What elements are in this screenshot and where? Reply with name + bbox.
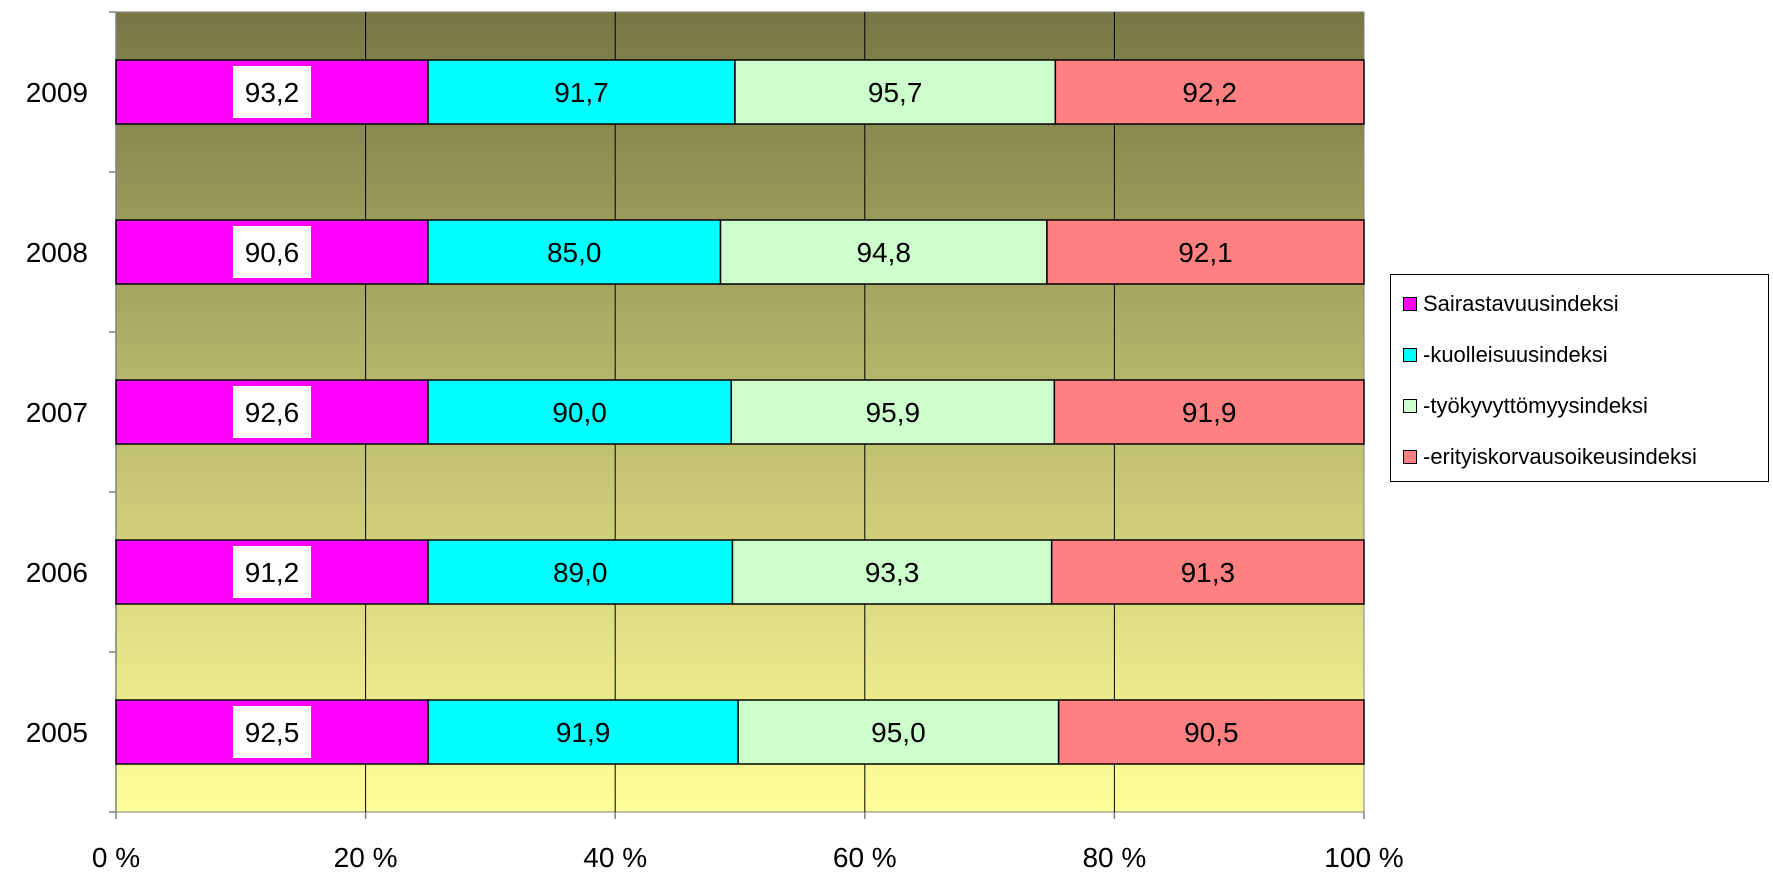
data-label-2007-s3: 91,9 — [1182, 397, 1237, 428]
data-label-2005-s1: 91,9 — [556, 717, 611, 748]
data-label-2009-s3: 92,2 — [1182, 77, 1237, 108]
data-label-2007-s1: 90,0 — [552, 397, 607, 428]
data-label-2006-s3: 91,3 — [1181, 557, 1236, 588]
category-label-2006: 2006 — [26, 557, 88, 588]
bar-2008-s2 — [719, 219, 1048, 285]
category-label-2008: 2008 — [26, 237, 88, 268]
legend-label-0: Sairastavuusindeksi — [1423, 291, 1619, 316]
legend-label-2: -työkyvyttömyysindeksi — [1423, 393, 1648, 418]
data-label-bg-2007-s0 — [233, 386, 311, 438]
data-label-2005-s3: 90,5 — [1184, 717, 1239, 748]
bar-2008-s3 — [1046, 219, 1365, 285]
data-label-2007-s0: 92,6 — [245, 397, 300, 428]
bar-2005-s1 — [427, 699, 739, 765]
bar-2009-s3 — [1054, 59, 1365, 125]
data-label-2009-s0: 93,2 — [245, 77, 300, 108]
bar-2009-s2 — [734, 59, 1057, 125]
bar-2007-s3 — [1053, 379, 1365, 445]
data-label-2005-s0: 92,5 — [245, 717, 300, 748]
bar-2008-s1 — [427, 219, 722, 285]
bars: 92,5 91,9 95,0 90,5 91,2 89,0 93,3 91,3 92,6 90,0… — [115, 59, 1365, 765]
category-label-2009: 2009 — [26, 77, 88, 108]
bar-2007-s1 — [427, 379, 732, 445]
x-tick-label-0: 0 % — [92, 842, 140, 873]
legend-item-3: -erityiskorvausoikeusindeksi — [1403, 444, 1697, 470]
legend-swatch-1 — [1403, 348, 1417, 362]
category-label-2005: 2005 — [26, 717, 88, 748]
x-tick-labels: 0 % 20 % 40 % 60 % 80 % 100 % — [92, 842, 1404, 873]
legend-label-1: -kuolleisuusindeksi — [1423, 342, 1608, 367]
legend-item-1: -kuolleisuusindeksi — [1403, 342, 1608, 368]
data-label-bg-2008-s0 — [232, 226, 311, 278]
bar-2007-s2 — [730, 379, 1056, 445]
data-label-2008-s1: 85,0 — [547, 237, 602, 268]
legend: Sairastavuusindeksi -kuolleisuusindeksi … — [1390, 274, 1769, 482]
legend-swatch-0 — [1403, 297, 1417, 311]
x-tick-label-1: 20 % — [334, 842, 398, 873]
data-label-bg-2005-s0 — [233, 706, 312, 758]
bar-2005-s3 — [1057, 699, 1365, 765]
data-label-2009-s1: 91,7 — [554, 77, 609, 108]
data-label-2006-s2: 93,3 — [865, 557, 920, 588]
legend-swatch-2 — [1403, 399, 1417, 413]
data-label-2008-s2: 94,8 — [856, 237, 911, 268]
x-tick-label-3: 60 % — [833, 842, 897, 873]
data-label-2006-s1: 89,0 — [553, 557, 608, 588]
x-tick-label-5: 100 % — [1324, 842, 1403, 873]
bar-2005-s2 — [737, 699, 1060, 765]
data-label-2008-s3: 92,1 — [1178, 237, 1233, 268]
category-label-2007: 2007 — [26, 397, 88, 428]
legend-swatch-3 — [1403, 450, 1417, 464]
bar-2006-s3 — [1050, 539, 1365, 605]
x-tick-label-2: 40 % — [583, 842, 647, 873]
legend-item-2: -työkyvyttömyysindeksi — [1403, 393, 1648, 419]
data-label-2005-s2: 95,0 — [871, 717, 926, 748]
bar-2006-s1 — [427, 539, 734, 605]
data-label-bg-2009-s0 — [233, 66, 311, 118]
legend-item-0: Sairastavuusindeksi — [1403, 291, 1619, 317]
data-label-2008-s0: 90,6 — [245, 237, 300, 268]
data-label-bg-2006-s0 — [233, 546, 311, 598]
data-label-2009-s2: 95,7 — [868, 77, 923, 108]
data-label-2006-s0: 91,2 — [245, 557, 300, 588]
x-tick-label-4: 80 % — [1082, 842, 1146, 873]
category-labels: 2005 2006 2007 2008 2009 — [26, 77, 88, 748]
bar-2006-s2 — [731, 539, 1053, 605]
legend-label-3: -erityiskorvausoikeusindeksi — [1423, 444, 1697, 469]
data-label-2007-s2: 95,9 — [866, 397, 921, 428]
